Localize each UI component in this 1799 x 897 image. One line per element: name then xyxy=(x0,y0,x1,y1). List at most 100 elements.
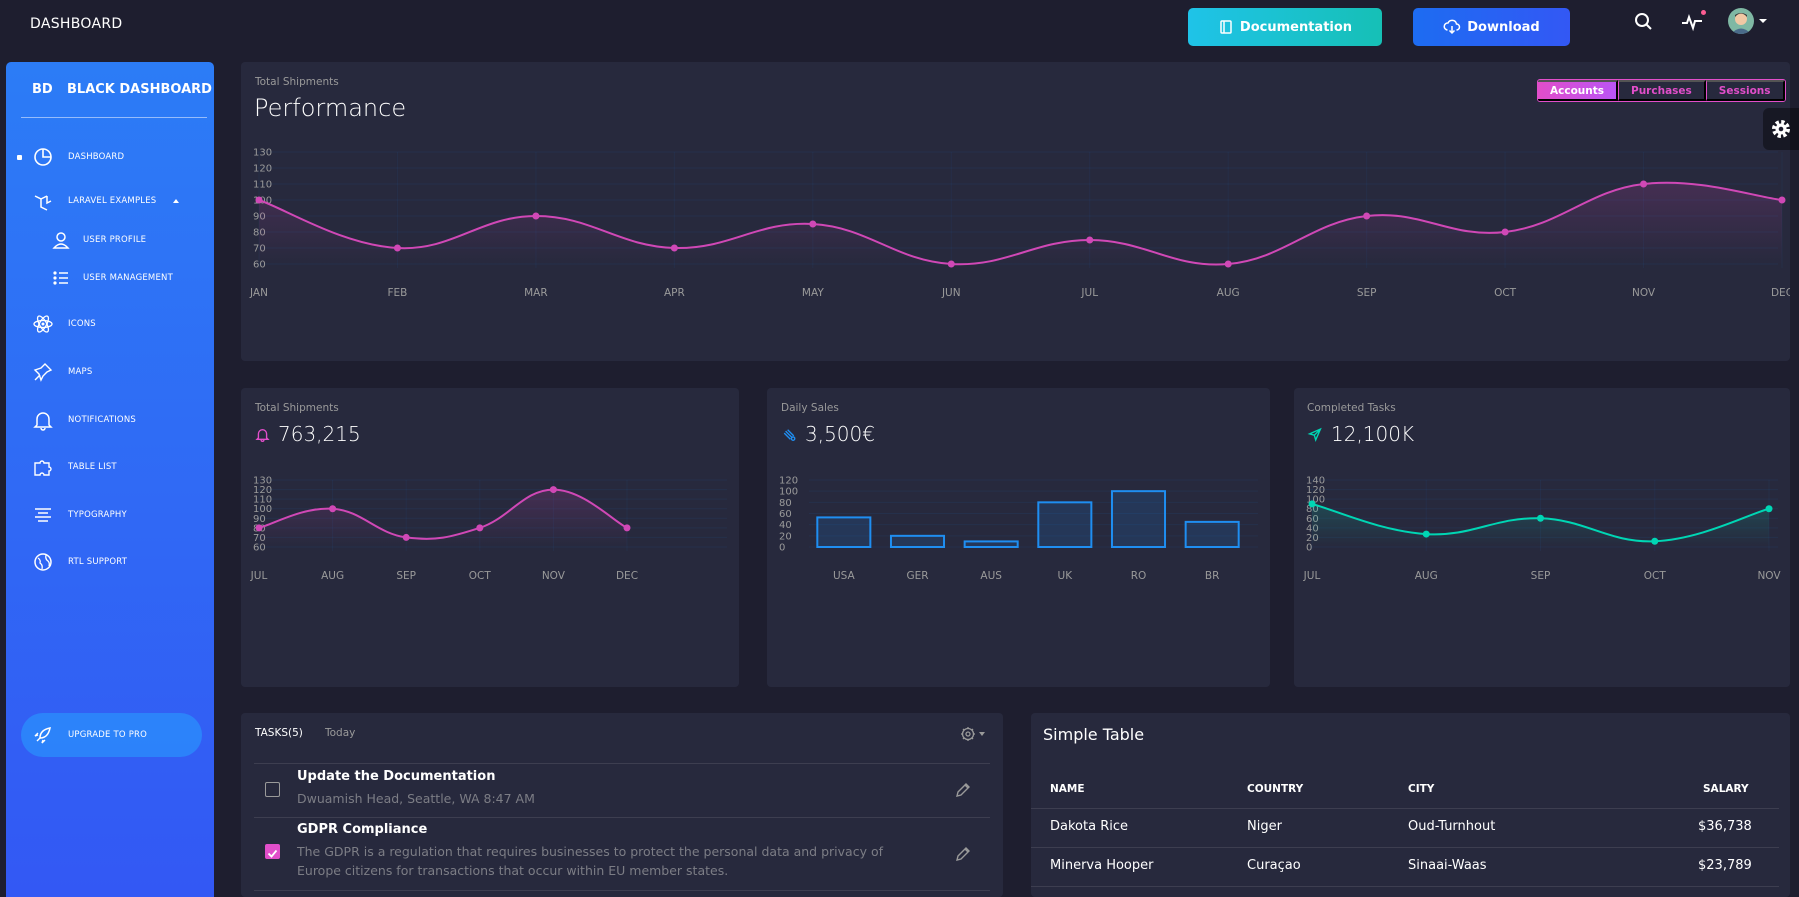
y-tick-label: 110 xyxy=(253,495,272,506)
data-point xyxy=(329,505,337,513)
x-tick-label: AUG xyxy=(1217,287,1240,299)
sidebar-item-label: DASHBOARD xyxy=(68,152,125,162)
sidebar: BD BLACK DASHBOARD DASHBOARD LARAVEL EXA… xyxy=(6,62,214,897)
chevron-down-icon[interactable] xyxy=(1759,19,1767,23)
puzzle-icon xyxy=(34,460,52,476)
data-point xyxy=(809,220,817,228)
x-tick-label: JUL xyxy=(1303,570,1321,582)
sidebar-item-table-list[interactable]: TABLE LIST xyxy=(6,452,214,482)
bullet-list-icon xyxy=(53,271,68,285)
table-cell-name: Minerva Hooper xyxy=(1050,858,1154,873)
x-tick-label: SEP xyxy=(1531,570,1551,582)
pencil-icon[interactable] xyxy=(954,845,972,863)
settings-toggle[interactable] xyxy=(1763,108,1799,150)
sidebar-item-label: TABLE LIST xyxy=(68,462,117,472)
tab-purchases[interactable]: Purchases xyxy=(1618,80,1706,101)
performance-chart: 60708090100110120130JANFEBMARAPRMAYJUNJU… xyxy=(249,148,1790,300)
chevron-up-icon xyxy=(173,199,179,203)
x-tick-label: RO xyxy=(1131,570,1147,582)
data-point xyxy=(393,244,401,252)
series-area xyxy=(259,489,627,547)
sidebar-item-icons[interactable]: ICONS xyxy=(6,309,214,339)
shipments-category: Total Shipments xyxy=(255,402,339,414)
performance-category: Total Shipments xyxy=(255,76,339,88)
bar xyxy=(889,534,946,549)
sidebar-logo-mini[interactable]: BD xyxy=(32,82,53,97)
upgrade-to-pro-button[interactable] xyxy=(21,713,202,757)
performance-tabs: Accounts Purchases Sessions xyxy=(1537,79,1786,102)
data-point xyxy=(1422,530,1430,538)
x-tick-label: JAN xyxy=(249,287,268,299)
sidebar-divider xyxy=(21,117,207,118)
sidebar-item-laravel-examples[interactable]: LARAVEL EXAMPLES xyxy=(6,186,214,216)
completed-tasks-chart: 020406080100120140JULAUGSEPOCTNOV xyxy=(1303,476,1782,583)
tasks-subheader: Today xyxy=(325,727,356,739)
navbar-brand[interactable]: DASHBOARD xyxy=(30,16,123,32)
avatar[interactable] xyxy=(1728,8,1754,34)
x-tick-label: UK xyxy=(1058,570,1074,582)
table-header-name: NAME xyxy=(1050,783,1085,795)
y-tick-label: 100 xyxy=(253,504,272,515)
y-tick-label: 60 xyxy=(779,509,792,520)
x-tick-label: AUS xyxy=(980,570,1002,582)
sidebar-item-user-management[interactable]: USER MANAGEMENT xyxy=(6,263,214,293)
sidebar-item-user-profile[interactable]: USER PROFILE xyxy=(6,225,214,255)
data-point xyxy=(532,212,540,220)
table-header-city: CITY xyxy=(1408,783,1435,795)
sidebar-item-label: UPGRADE TO PRO xyxy=(68,730,148,740)
activity-icon[interactable] xyxy=(1680,10,1704,34)
data-point xyxy=(947,260,955,268)
y-tick-label: 130 xyxy=(253,476,272,487)
download-button[interactable]: Download xyxy=(1413,8,1570,46)
tasks-card xyxy=(241,713,1003,897)
tasks-settings-gear-icon[interactable] xyxy=(959,725,987,743)
download-label: Download xyxy=(1467,19,1540,35)
table-cell-city: Oud-Turnhout xyxy=(1408,819,1496,834)
sidebar-item-typography[interactable]: TYPOGRAPHY xyxy=(6,500,214,530)
data-point xyxy=(1308,500,1316,508)
sidebar-item-maps[interactable]: MAPS xyxy=(6,357,214,387)
y-tick-label: 100 xyxy=(1306,495,1325,506)
series-area xyxy=(259,182,1782,265)
sidebar-logo-name[interactable]: BLACK DASHBOARD xyxy=(67,82,212,97)
y-tick-label: 120 xyxy=(253,164,272,175)
task-checkbox[interactable] xyxy=(265,782,280,797)
series-line xyxy=(258,181,1783,266)
pin-icon xyxy=(33,363,53,382)
data-point xyxy=(1537,514,1544,522)
data-point xyxy=(1765,505,1773,513)
documentation-label: Documentation xyxy=(1239,19,1353,35)
x-tick-label: DEC xyxy=(1771,287,1790,299)
sidebar-item-upgrade[interactable]: UPGRADE TO PRO xyxy=(6,720,214,750)
documentation-button[interactable]: Documentation xyxy=(1188,8,1382,46)
pencil-icon[interactable] xyxy=(954,781,972,799)
performance-card xyxy=(241,62,1790,361)
table-title: Simple Table xyxy=(1043,725,1145,744)
task-divider xyxy=(254,763,990,764)
y-tick-label: 60 xyxy=(253,543,266,554)
x-tick-label: GER xyxy=(906,570,928,582)
sidebar-item-dashboard[interactable]: DASHBOARD xyxy=(6,142,214,172)
delivery-fast-icon xyxy=(783,428,796,441)
sidebar-item-label: USER MANAGEMENT xyxy=(83,273,173,283)
search-icon[interactable] xyxy=(1632,10,1656,34)
sidebar-item-notifications[interactable]: NOTIFICATIONS xyxy=(6,405,214,435)
x-tick-label: DEC xyxy=(616,570,638,582)
task-checkbox[interactable] xyxy=(265,844,280,859)
data-point xyxy=(1363,212,1371,220)
x-tick-label: MAY xyxy=(802,287,824,299)
table-cell-country: Niger xyxy=(1247,819,1282,834)
align-center-icon xyxy=(35,508,51,522)
book-icon xyxy=(1220,20,1232,34)
sidebar-item-label: USER PROFILE xyxy=(83,235,147,245)
tab-accounts[interactable]: Accounts xyxy=(1538,80,1619,101)
table-divider xyxy=(1031,847,1779,848)
tasks-header: TASKS(5) xyxy=(255,727,303,739)
sidebar-item-rtl-support[interactable]: RTL SUPPORT xyxy=(6,547,214,577)
x-tick-label: JUL xyxy=(250,570,268,582)
tab-sessions[interactable]: Sessions xyxy=(1705,80,1785,101)
task-description: The GDPR is a regulation that requires b… xyxy=(297,844,883,878)
task-divider xyxy=(254,890,990,891)
